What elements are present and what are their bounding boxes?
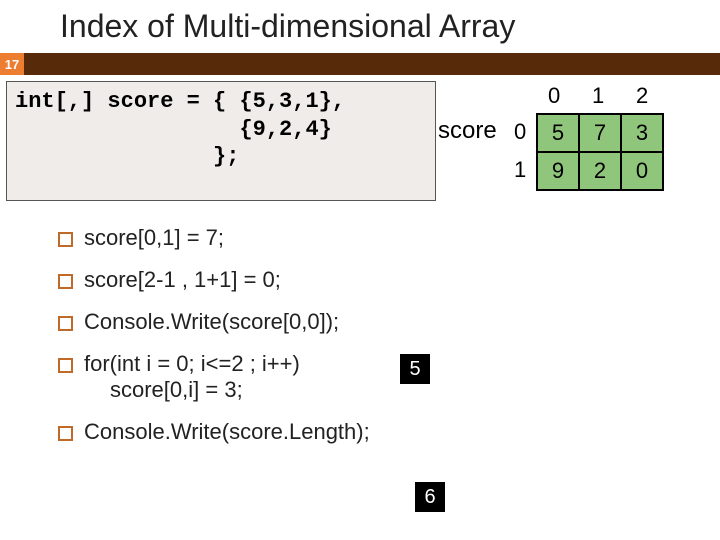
cell-1-1: 2 [579, 152, 621, 190]
array-grid: 5 7 3 9 2 0 [536, 113, 664, 191]
bar-dark-fill [24, 53, 720, 75]
accent-bar: 17 [0, 53, 720, 75]
bullet-4-line-a: for(int i = 0; i<=2 ; i++) [84, 351, 300, 376]
array-visual: 0 1 2 score 0 1 5 7 3 9 2 0 [446, 81, 706, 201]
cell-0-1: 7 [579, 114, 621, 152]
cell-0-0: 5 [537, 114, 579, 152]
code-line-1: int[,] score = { {5,3,1}, [15, 89, 345, 114]
col-header-1: 1 [592, 83, 604, 109]
array-label: score [438, 117, 497, 145]
code-block: int[,] score = { {5,3,1}, {9,2,4} }; [6, 81, 436, 201]
bullet-list: score[0,1] = 7; score[2-1 , 1+1] = 0; Co… [58, 225, 720, 445]
col-header-0: 0 [548, 83, 560, 109]
bullet-4-line-b: score[0,i] = 3; [110, 377, 243, 402]
bullet-3: Console.Write(score[0,0]); [58, 309, 720, 335]
slide-title: Index of Multi-dimensional Array [0, 0, 720, 53]
code-line-3: }; [15, 144, 239, 169]
col-header-2: 2 [636, 83, 648, 109]
row-header-1: 1 [514, 157, 526, 183]
bullet-4: for(int i = 0; i<=2 ; i++) score[0,i] = … [58, 351, 720, 403]
slide-number: 17 [0, 53, 24, 75]
cell-0-2: 3 [621, 114, 663, 152]
cell-1-0: 9 [537, 152, 579, 190]
bullet-2: score[2-1 , 1+1] = 0; [58, 267, 720, 293]
row-header-0: 0 [514, 119, 526, 145]
code-line-2: {9,2,4} [15, 117, 332, 142]
output-badge-6: 6 [415, 482, 445, 512]
output-badge-5: 5 [400, 354, 430, 384]
bullet-1: score[0,1] = 7; [58, 225, 720, 251]
top-row: int[,] score = { {5,3,1}, {9,2,4} }; 0 1… [0, 81, 720, 201]
cell-1-2: 0 [621, 152, 663, 190]
bullet-5: Console.Write(score.Length); [58, 419, 720, 445]
